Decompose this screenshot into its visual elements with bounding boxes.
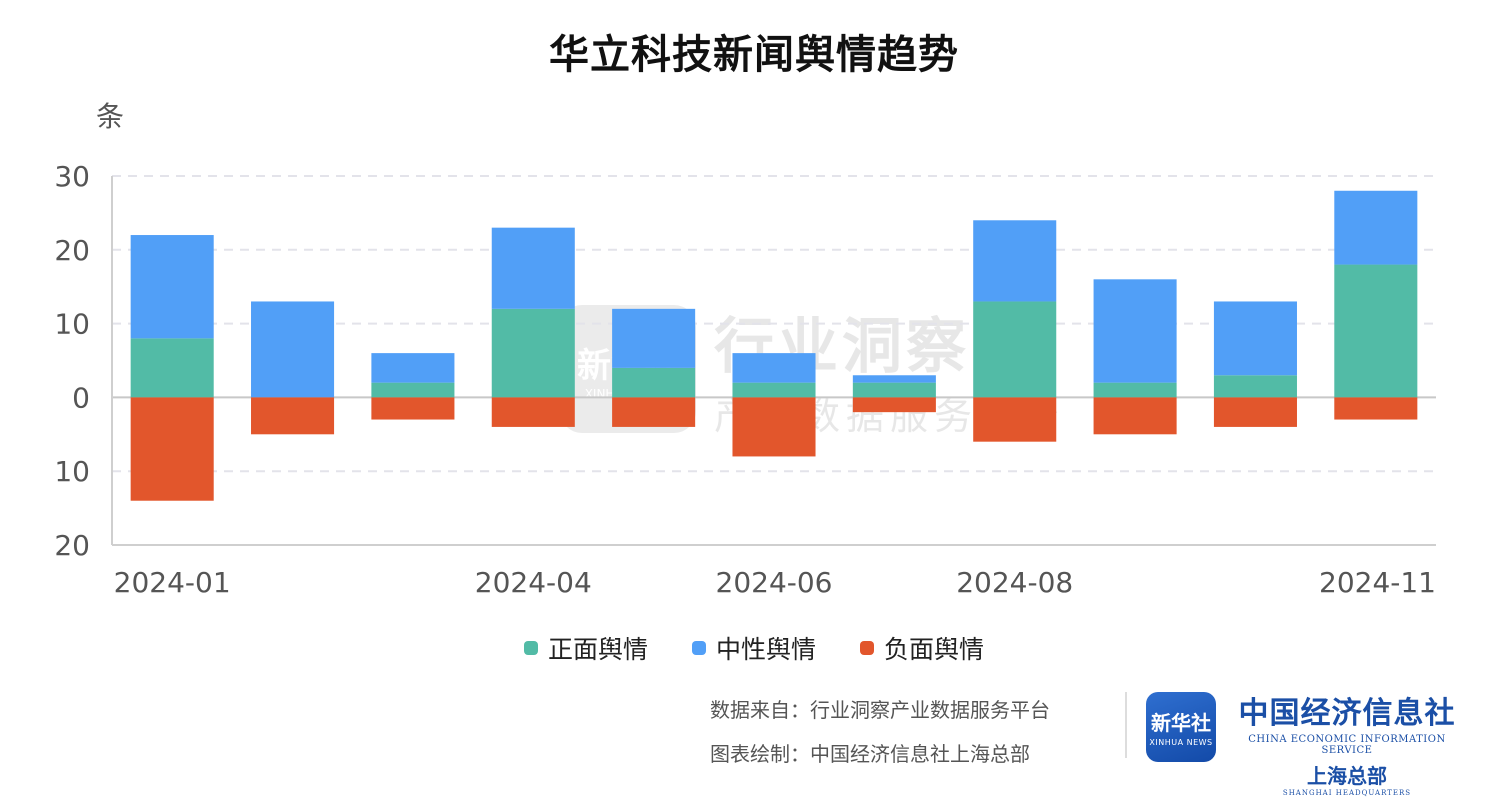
bar-中性舆情-2024-02 bbox=[251, 301, 335, 398]
bar-正面舆情-2024-05 bbox=[612, 367, 696, 398]
legend-item: 中性舆情 bbox=[691, 630, 816, 666]
y-tick-label: 0 bbox=[72, 381, 90, 414]
bar-正面舆情-2024-08 bbox=[973, 301, 1057, 398]
brand-sub: 上海总部 bbox=[1307, 764, 1387, 788]
bar-中性舆情-2024-03 bbox=[371, 353, 455, 383]
xinhua-logo-cn: 新华社 bbox=[1151, 711, 1211, 735]
xinhua-logo-en: XINHUA NEWS bbox=[1149, 738, 1213, 747]
legend-swatch bbox=[860, 641, 874, 655]
brand-logo: 中国经济信息社 CHINA ECONOMIC INFORMATION SERVI… bbox=[1232, 688, 1462, 797]
bar-正面舆情-2024-11 bbox=[1334, 264, 1418, 398]
legend: 正面舆情 中性舆情 负面舆情 bbox=[0, 630, 1508, 666]
bar-中性舆情-2024-08 bbox=[973, 220, 1057, 302]
bar-负面舆情-2024-04 bbox=[491, 397, 575, 427]
bar-中性舆情-2024-11 bbox=[1334, 190, 1418, 265]
y-tick-label: 20 bbox=[54, 234, 90, 267]
y-tick-label: 20 bbox=[54, 529, 90, 562]
bar-中性舆情-2024-09 bbox=[1093, 279, 1177, 383]
bar-正面舆情-2024-04 bbox=[491, 308, 575, 398]
xinhua-logo: 新华社 XINHUA NEWS bbox=[1146, 692, 1216, 762]
bar-负面舆情-2024-11 bbox=[1334, 397, 1418, 420]
footer-divider bbox=[1125, 692, 1127, 758]
credit-text: 图表绘制：中国经济信息社上海总部 bbox=[710, 742, 1030, 766]
legend-swatch bbox=[523, 641, 538, 655]
bar-正面舆情-2024-07 bbox=[852, 382, 936, 398]
x-tick-label: 2024-11 bbox=[1319, 566, 1436, 599]
bar-中性舆情-2024-04 bbox=[491, 227, 575, 309]
bar-中性舆情-2024-07 bbox=[852, 375, 936, 383]
y-tick-labels: 30 20 10 0 10 20 bbox=[54, 160, 90, 562]
bar-正面舆情-2024-01 bbox=[130, 338, 214, 398]
bar-中性舆情-2024-10 bbox=[1213, 301, 1297, 376]
y-tick-label: 10 bbox=[54, 455, 90, 488]
x-tick-label: 2024-01 bbox=[114, 566, 231, 599]
y-tick-label: 30 bbox=[54, 160, 90, 193]
bar-正面舆情-2024-03 bbox=[371, 382, 455, 398]
bar-正面舆情-2024-10 bbox=[1213, 375, 1297, 398]
brand-name: 中国经济信息社 bbox=[1238, 696, 1456, 731]
legend-item: 负面舆情 bbox=[860, 630, 984, 666]
source-text: 数据来自：行业洞察产业数据服务平台 bbox=[710, 698, 1050, 722]
chart-title: 华立科技新闻舆情趋势 bbox=[549, 32, 959, 78]
x-tick-label: 2024-06 bbox=[716, 566, 833, 599]
bar-正面舆情-2024-09 bbox=[1093, 382, 1177, 398]
x-tick-labels: 2024-01 2024-04 2024-06 2024-08 2024-11 bbox=[114, 566, 1436, 599]
x-tick-label: 2024-04 bbox=[475, 566, 592, 599]
legend-label: 中性舆情 bbox=[715, 635, 816, 664]
brand-name-en: CHINA ECONOMIC INFORMATION SERVICE bbox=[1248, 734, 1446, 756]
bar-负面舆情-2024-06 bbox=[732, 397, 816, 457]
bar-负面舆情-2024-01 bbox=[130, 397, 214, 501]
bar-负面舆情-2024-02 bbox=[251, 397, 335, 435]
bar-负面舆情-2024-09 bbox=[1093, 397, 1177, 435]
legend-swatch bbox=[691, 641, 706, 655]
bar-中性舆情-2024-05 bbox=[612, 308, 696, 368]
bar-负面舆情-2024-05 bbox=[612, 397, 696, 427]
bar-负面舆情-2024-08 bbox=[973, 397, 1057, 442]
bars bbox=[130, 190, 1418, 501]
bar-负面舆情-2024-03 bbox=[371, 397, 455, 420]
bar-正面舆情-2024-06 bbox=[732, 382, 816, 398]
x-tick-label: 2024-08 bbox=[956, 566, 1073, 599]
bar-负面舆情-2024-10 bbox=[1213, 397, 1297, 427]
bar-中性舆情-2024-01 bbox=[130, 235, 214, 339]
y-tick-label: 10 bbox=[54, 308, 90, 341]
brand-sub-en: SHANGHAI HEADQUARTERS bbox=[1282, 789, 1412, 797]
legend-label: 负面舆情 bbox=[884, 635, 985, 664]
legend-label: 正面舆情 bbox=[547, 635, 648, 664]
y-axis-label: 条 bbox=[96, 100, 124, 133]
legend-item: 正面舆情 bbox=[523, 630, 648, 666]
bar-中性舆情-2024-06 bbox=[732, 353, 816, 383]
bar-负面舆情-2024-07 bbox=[852, 397, 936, 413]
